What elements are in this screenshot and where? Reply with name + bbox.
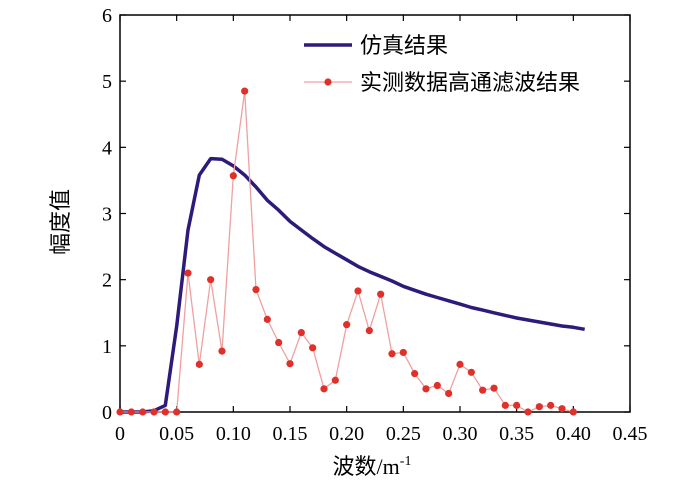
data-point [173, 408, 181, 416]
data-point [445, 389, 453, 398]
data-point [297, 329, 305, 337]
x-axis-label-main: 波数/m [333, 454, 400, 479]
data-point [524, 408, 532, 416]
data-point [161, 408, 169, 416]
data-point [343, 321, 351, 329]
y-tick-label: 0 [102, 402, 112, 424]
legend-label-measured: 实测数据高通滤波结果 [360, 71, 580, 96]
data-point [207, 276, 215, 284]
x-tick-label: 0.05 [159, 423, 194, 445]
x-tick-label: 0 [115, 423, 125, 445]
data-point [139, 408, 147, 416]
data-point [365, 327, 373, 335]
data-point [127, 408, 135, 416]
data-point [569, 408, 577, 416]
x-axis-label: 波数/m-1 [333, 454, 412, 479]
data-point [116, 408, 124, 416]
y-axis-label: 幅度值 [48, 189, 73, 255]
data-point [263, 315, 271, 323]
data-point [399, 348, 407, 357]
data-point [513, 401, 521, 409]
data-point [479, 386, 487, 394]
x-tick-label: 0.30 [443, 423, 478, 445]
legend-label-simulation: 仿真结果 [360, 34, 448, 59]
data-point [411, 370, 419, 378]
x-axis-label-sup: -1 [400, 454, 412, 469]
data-point [535, 403, 543, 411]
data-point [467, 368, 475, 376]
y-tick-label: 5 [102, 71, 112, 93]
data-point [286, 360, 294, 368]
y-tick-label: 1 [102, 336, 112, 358]
data-point [195, 360, 203, 368]
x-tick-label: 0.15 [273, 423, 308, 445]
x-tick-label: 0.40 [556, 423, 591, 445]
data-point [320, 385, 328, 393]
data-point [433, 381, 441, 390]
y-tick-label: 6 [102, 5, 112, 27]
y-tick-label: 4 [102, 137, 112, 159]
data-point [309, 344, 317, 352]
data-point [252, 285, 260, 294]
data-point [388, 350, 396, 358]
series-1 [120, 156, 586, 414]
x-tick-label: 0.25 [386, 423, 421, 445]
y-axis-ticks: 0 1 2 3 4 5 6 [102, 5, 630, 424]
x-tick-label: 0.35 [499, 423, 534, 445]
data-point [490, 384, 498, 392]
data-point [218, 347, 226, 355]
y-tick-label: 3 [102, 204, 112, 226]
data-point [377, 290, 385, 298]
legend-marker-measured [324, 78, 332, 86]
data-point [275, 338, 283, 347]
series-2 [116, 87, 577, 416]
data-point [547, 401, 555, 409]
data-point [422, 385, 430, 393]
series-line-measured [120, 91, 574, 413]
y-tick-label: 2 [102, 270, 112, 292]
x-tick-label: 0.45 [613, 423, 648, 445]
data-point [501, 401, 509, 409]
data-point [354, 287, 362, 295]
data-point [150, 408, 158, 416]
data-point [456, 360, 464, 368]
series-layer [116, 87, 586, 416]
data-point [241, 87, 249, 95]
data-point [184, 269, 192, 277]
data-point [558, 405, 566, 413]
x-tick-label: 0.20 [329, 423, 364, 445]
series-line-simulation [120, 156, 586, 414]
data-point [229, 172, 237, 180]
data-point [331, 376, 339, 384]
x-tick-label: 0.10 [216, 423, 251, 445]
x-axis-ticks: 0 0.05 0.10 0.15 0.20 0.25 0.30 0.35 0.40 0.45 [115, 15, 648, 445]
